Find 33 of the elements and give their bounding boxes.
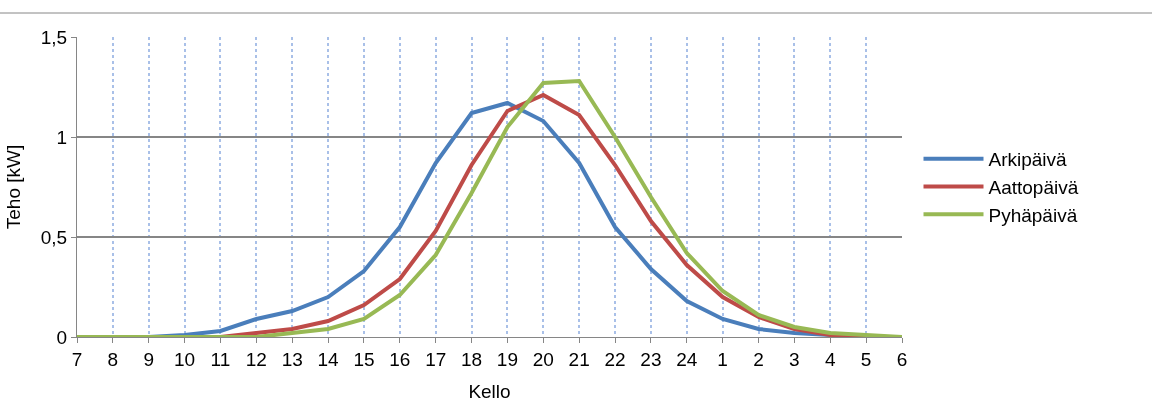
x-tick-label: 18 (461, 348, 483, 370)
x-tick-label: 19 (496, 348, 518, 370)
x-tick-label: 17 (425, 348, 447, 370)
x-tick-label: 16 (389, 348, 411, 370)
y-tick-label: 0 (56, 326, 68, 348)
x-tick-label: 24 (676, 348, 698, 370)
y-tick-label: 1,5 (40, 26, 68, 48)
x-tick-label: 6 (896, 348, 908, 370)
x-tick-label: 5 (860, 348, 872, 370)
x-tick-label: 7 (71, 348, 83, 370)
x-tick-label: 9 (143, 348, 155, 370)
x-tick-label: 15 (353, 348, 375, 370)
x-tick-label: 2 (753, 348, 764, 370)
x-tick-label: 22 (604, 348, 626, 370)
x-tick-label: 12 (245, 348, 267, 370)
y-axis-title: Teho [kW] (2, 144, 24, 230)
x-tick-label: 11 (210, 348, 231, 370)
x-tick-label: 23 (640, 348, 662, 370)
x-tick-label: 1 (717, 348, 728, 370)
x-tick-label: 10 (174, 348, 196, 370)
x-tick-label: 20 (532, 348, 554, 370)
y-tick-label: 0,5 (40, 226, 68, 248)
x-axis-title: Kello (468, 380, 511, 402)
x-tick-label: 4 (824, 348, 836, 370)
x-tick-label: 21 (568, 348, 590, 370)
y-tick-label: 1 (56, 126, 68, 148)
x-tick-label: 3 (789, 348, 800, 370)
x-tick-label: 8 (107, 348, 119, 370)
legend-label: Pyhäpäivä (988, 204, 1078, 226)
legend-label: Arkipäivä (988, 149, 1068, 171)
x-tick-label: 13 (281, 348, 303, 370)
x-tick-label: 14 (317, 348, 340, 370)
legend-label: Aattopäivä (988, 176, 1079, 198)
